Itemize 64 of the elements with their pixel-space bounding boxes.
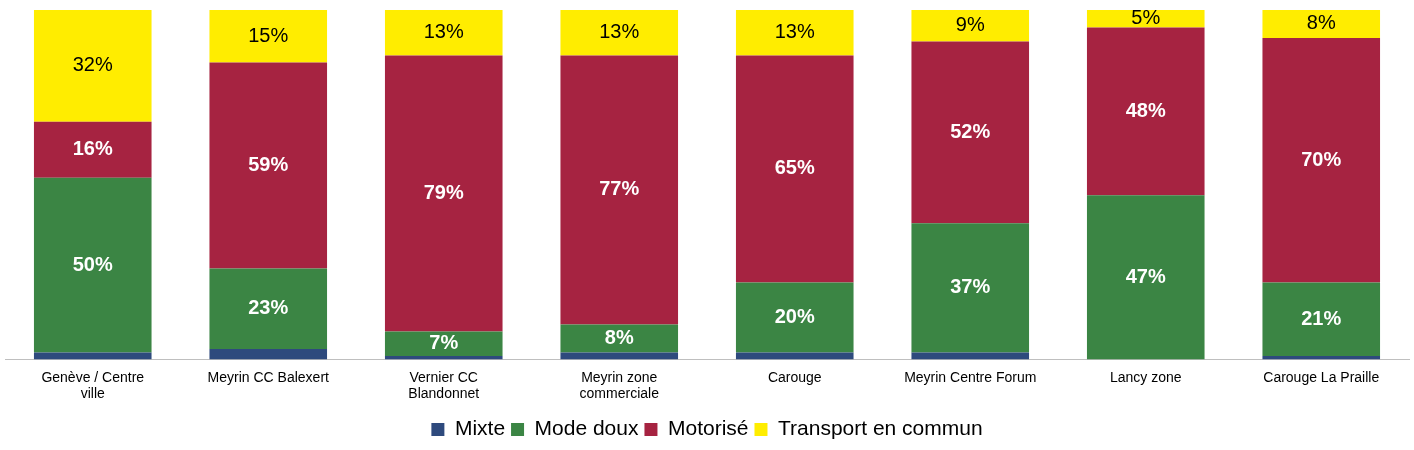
x-tick-label: Lancy zone	[1109, 368, 1182, 385]
bar	[33, 177, 152, 353]
bar	[209, 10, 328, 63]
x-tick-label: Meyrin CC Balexert	[207, 368, 330, 385]
data-label: 13%	[774, 20, 815, 43]
x-tick-label: Genève / Centre ville	[41, 368, 145, 402]
bar	[560, 10, 679, 56]
bar	[735, 352, 854, 360]
data-label: 48%	[1125, 98, 1166, 121]
data-label: 37%	[950, 275, 991, 298]
legend-label: Mixte	[454, 416, 506, 440]
bar	[209, 348, 328, 360]
bar	[33, 10, 152, 122]
data-label: 32%	[72, 53, 113, 76]
data-label: 16%	[72, 137, 113, 160]
data-label: 59%	[248, 153, 289, 175]
bar	[735, 282, 854, 353]
bar	[209, 268, 328, 349]
legend-label: Mode doux	[534, 416, 639, 440]
bar	[560, 352, 679, 360]
x-tick-label: Carouge	[767, 368, 822, 385]
bar	[1262, 282, 1381, 356]
data-label: 7%	[429, 331, 459, 354]
bar	[209, 62, 328, 269]
bar	[1262, 10, 1381, 38]
data-label: 9%	[955, 13, 985, 36]
data-label: 52%	[950, 119, 991, 142]
bar	[384, 10, 503, 56]
bar	[1262, 37, 1381, 283]
bar	[33, 352, 152, 360]
x-tick-label: Vernier CC Blandonnet	[408, 368, 480, 402]
bar	[33, 121, 152, 178]
bar	[911, 352, 1030, 360]
data-label: 77%	[599, 177, 640, 200]
bar	[560, 324, 679, 353]
legend-label: Motorisé	[667, 416, 749, 440]
data-label: 13%	[423, 20, 464, 43]
legend-label: Transport en commun	[777, 416, 983, 440]
x-tick-label: Carouge La Praille	[1263, 368, 1380, 385]
data-label: 23%	[248, 296, 289, 319]
bar	[735, 55, 854, 283]
bar	[1086, 195, 1205, 360]
data-label: 8%	[604, 325, 634, 348]
bar	[911, 223, 1030, 353]
data-label: 8%	[1306, 11, 1336, 34]
bar	[1086, 27, 1205, 196]
data-label: 21%	[1301, 306, 1342, 329]
x-tick-label: Meyrin zone commerciale	[579, 368, 660, 402]
data-label: 50%	[72, 252, 113, 275]
bar	[911, 41, 1030, 224]
data-label: 47%	[1125, 264, 1166, 287]
x-tick-label: Meyrin Centre Forum	[904, 368, 1037, 385]
bar	[560, 55, 679, 325]
data-label: 70%	[1301, 147, 1342, 170]
data-label: 20%	[774, 304, 815, 327]
bar	[911, 10, 1030, 42]
bar	[735, 10, 854, 56]
bar	[384, 331, 503, 356]
bar	[384, 55, 503, 332]
data-label: 79%	[423, 180, 464, 203]
data-label: 15%	[248, 23, 289, 46]
data-label: 65%	[774, 156, 815, 179]
data-label: 5%	[1131, 6, 1161, 29]
data-label: 13%	[599, 20, 640, 43]
